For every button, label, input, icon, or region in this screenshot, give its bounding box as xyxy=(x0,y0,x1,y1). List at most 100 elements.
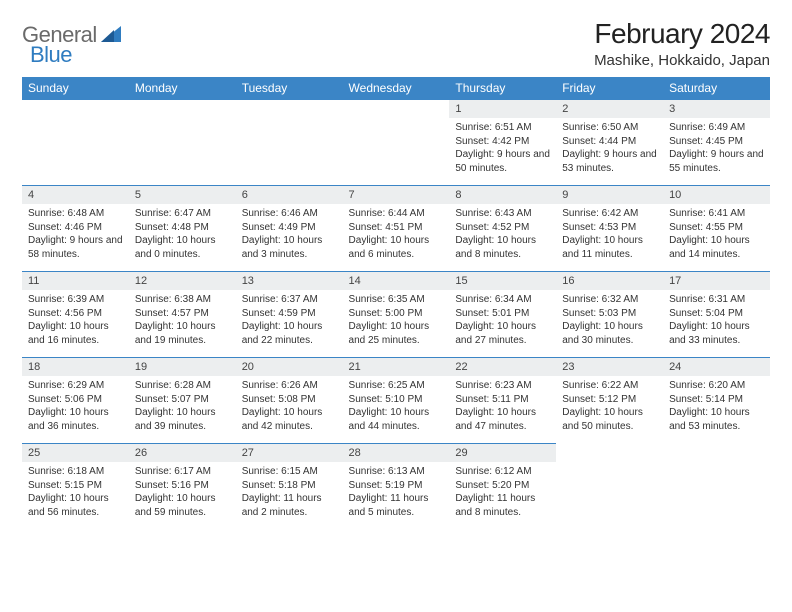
calendar-cell: 5Sunrise: 6:47 AMSunset: 4:48 PMDaylight… xyxy=(129,186,236,272)
calendar-cell xyxy=(22,100,129,186)
calendar-cell: 26Sunrise: 6:17 AMSunset: 5:16 PMDayligh… xyxy=(129,444,236,530)
day-number: 20 xyxy=(236,358,343,376)
calendar-cell: 2Sunrise: 6:50 AMSunset: 4:44 PMDaylight… xyxy=(556,100,663,186)
day-body: Sunrise: 6:15 AMSunset: 5:18 PMDaylight:… xyxy=(236,462,343,523)
day-body: Sunrise: 6:49 AMSunset: 4:45 PMDaylight:… xyxy=(663,118,770,179)
day-number: 13 xyxy=(236,272,343,290)
day-header: Friday xyxy=(556,77,663,100)
day-number: 5 xyxy=(129,186,236,204)
calendar-cell: 24Sunrise: 6:20 AMSunset: 5:14 PMDayligh… xyxy=(663,358,770,444)
day-number: 10 xyxy=(663,186,770,204)
calendar-cell: 29Sunrise: 6:12 AMSunset: 5:20 PMDayligh… xyxy=(449,444,556,530)
logo-triangle-icon xyxy=(101,24,121,42)
day-body: Sunrise: 6:18 AMSunset: 5:15 PMDaylight:… xyxy=(22,462,129,523)
day-body: Sunrise: 6:20 AMSunset: 5:14 PMDaylight:… xyxy=(663,376,770,437)
calendar-week-row: 25Sunrise: 6:18 AMSunset: 5:15 PMDayligh… xyxy=(22,444,770,530)
day-number: 24 xyxy=(663,358,770,376)
day-body: Sunrise: 6:34 AMSunset: 5:01 PMDaylight:… xyxy=(449,290,556,351)
calendar-week-row: 18Sunrise: 6:29 AMSunset: 5:06 PMDayligh… xyxy=(22,358,770,444)
day-body: Sunrise: 6:38 AMSunset: 4:57 PMDaylight:… xyxy=(129,290,236,351)
day-body: Sunrise: 6:37 AMSunset: 4:59 PMDaylight:… xyxy=(236,290,343,351)
day-body: Sunrise: 6:42 AMSunset: 4:53 PMDaylight:… xyxy=(556,204,663,265)
calendar-cell xyxy=(556,444,663,530)
calendar-cell: 13Sunrise: 6:37 AMSunset: 4:59 PMDayligh… xyxy=(236,272,343,358)
day-header: Wednesday xyxy=(343,77,450,100)
day-header: Saturday xyxy=(663,77,770,100)
day-number: 23 xyxy=(556,358,663,376)
calendar-cell: 9Sunrise: 6:42 AMSunset: 4:53 PMDaylight… xyxy=(556,186,663,272)
day-number: 4 xyxy=(22,186,129,204)
calendar-cell: 23Sunrise: 6:22 AMSunset: 5:12 PMDayligh… xyxy=(556,358,663,444)
calendar-cell: 11Sunrise: 6:39 AMSunset: 4:56 PMDayligh… xyxy=(22,272,129,358)
day-number: 19 xyxy=(129,358,236,376)
title-block: February 2024 Mashike, Hokkaido, Japan xyxy=(594,18,770,69)
day-body: Sunrise: 6:31 AMSunset: 5:04 PMDaylight:… xyxy=(663,290,770,351)
calendar-cell: 6Sunrise: 6:46 AMSunset: 4:49 PMDaylight… xyxy=(236,186,343,272)
calendar-cell: 27Sunrise: 6:15 AMSunset: 5:18 PMDayligh… xyxy=(236,444,343,530)
day-number: 3 xyxy=(663,100,770,118)
location: Mashike, Hokkaido, Japan xyxy=(594,52,770,69)
day-number: 1 xyxy=(449,100,556,118)
calendar-cell: 21Sunrise: 6:25 AMSunset: 5:10 PMDayligh… xyxy=(343,358,450,444)
day-body: Sunrise: 6:22 AMSunset: 5:12 PMDaylight:… xyxy=(556,376,663,437)
calendar-cell: 19Sunrise: 6:28 AMSunset: 5:07 PMDayligh… xyxy=(129,358,236,444)
calendar-cell xyxy=(343,100,450,186)
day-body: Sunrise: 6:29 AMSunset: 5:06 PMDaylight:… xyxy=(22,376,129,437)
day-number: 28 xyxy=(343,444,450,462)
calendar-cell: 18Sunrise: 6:29 AMSunset: 5:06 PMDayligh… xyxy=(22,358,129,444)
day-body: Sunrise: 6:50 AMSunset: 4:44 PMDaylight:… xyxy=(556,118,663,179)
day-body: Sunrise: 6:13 AMSunset: 5:19 PMDaylight:… xyxy=(343,462,450,523)
day-number: 21 xyxy=(343,358,450,376)
calendar-cell: 20Sunrise: 6:26 AMSunset: 5:08 PMDayligh… xyxy=(236,358,343,444)
day-body: Sunrise: 6:25 AMSunset: 5:10 PMDaylight:… xyxy=(343,376,450,437)
day-body: Sunrise: 6:51 AMSunset: 4:42 PMDaylight:… xyxy=(449,118,556,179)
calendar-cell: 12Sunrise: 6:38 AMSunset: 4:57 PMDayligh… xyxy=(129,272,236,358)
calendar-week-row: 4Sunrise: 6:48 AMSunset: 4:46 PMDaylight… xyxy=(22,186,770,272)
day-number: 8 xyxy=(449,186,556,204)
day-number: 18 xyxy=(22,358,129,376)
day-header: Thursday xyxy=(449,77,556,100)
calendar-cell: 14Sunrise: 6:35 AMSunset: 5:00 PMDayligh… xyxy=(343,272,450,358)
day-number: 7 xyxy=(343,186,450,204)
calendar-table: SundayMondayTuesdayWednesdayThursdayFrid… xyxy=(22,77,770,530)
day-header: Monday xyxy=(129,77,236,100)
day-body: Sunrise: 6:47 AMSunset: 4:48 PMDaylight:… xyxy=(129,204,236,265)
day-body: Sunrise: 6:44 AMSunset: 4:51 PMDaylight:… xyxy=(343,204,450,265)
calendar-cell xyxy=(663,444,770,530)
day-number: 12 xyxy=(129,272,236,290)
day-number: 6 xyxy=(236,186,343,204)
day-header: Tuesday xyxy=(236,77,343,100)
day-number: 2 xyxy=(556,100,663,118)
day-header: Sunday xyxy=(22,77,129,100)
day-body: Sunrise: 6:32 AMSunset: 5:03 PMDaylight:… xyxy=(556,290,663,351)
calendar-header-row: SundayMondayTuesdayWednesdayThursdayFrid… xyxy=(22,77,770,100)
day-body: Sunrise: 6:48 AMSunset: 4:46 PMDaylight:… xyxy=(22,204,129,265)
header: General February 2024 Mashike, Hokkaido,… xyxy=(22,18,770,69)
day-number: 17 xyxy=(663,272,770,290)
day-number: 15 xyxy=(449,272,556,290)
day-body: Sunrise: 6:12 AMSunset: 5:20 PMDaylight:… xyxy=(449,462,556,523)
calendar-cell xyxy=(236,100,343,186)
calendar-cell: 22Sunrise: 6:23 AMSunset: 5:11 PMDayligh… xyxy=(449,358,556,444)
day-number: 16 xyxy=(556,272,663,290)
calendar-cell: 4Sunrise: 6:48 AMSunset: 4:46 PMDaylight… xyxy=(22,186,129,272)
calendar-week-row: 11Sunrise: 6:39 AMSunset: 4:56 PMDayligh… xyxy=(22,272,770,358)
calendar-cell: 1Sunrise: 6:51 AMSunset: 4:42 PMDaylight… xyxy=(449,100,556,186)
day-body: Sunrise: 6:28 AMSunset: 5:07 PMDaylight:… xyxy=(129,376,236,437)
month-title: February 2024 xyxy=(594,18,770,50)
calendar-cell: 16Sunrise: 6:32 AMSunset: 5:03 PMDayligh… xyxy=(556,272,663,358)
day-number: 27 xyxy=(236,444,343,462)
calendar-cell: 7Sunrise: 6:44 AMSunset: 4:51 PMDaylight… xyxy=(343,186,450,272)
calendar-cell: 3Sunrise: 6:49 AMSunset: 4:45 PMDaylight… xyxy=(663,100,770,186)
day-number: 14 xyxy=(343,272,450,290)
calendar-week-row: 1Sunrise: 6:51 AMSunset: 4:42 PMDaylight… xyxy=(22,100,770,186)
day-number: 11 xyxy=(22,272,129,290)
day-number: 26 xyxy=(129,444,236,462)
calendar-body: 1Sunrise: 6:51 AMSunset: 4:42 PMDaylight… xyxy=(22,100,770,530)
day-number: 29 xyxy=(449,444,556,462)
day-body: Sunrise: 6:46 AMSunset: 4:49 PMDaylight:… xyxy=(236,204,343,265)
day-body: Sunrise: 6:39 AMSunset: 4:56 PMDaylight:… xyxy=(22,290,129,351)
calendar-cell: 17Sunrise: 6:31 AMSunset: 5:04 PMDayligh… xyxy=(663,272,770,358)
day-body: Sunrise: 6:41 AMSunset: 4:55 PMDaylight:… xyxy=(663,204,770,265)
day-body: Sunrise: 6:23 AMSunset: 5:11 PMDaylight:… xyxy=(449,376,556,437)
